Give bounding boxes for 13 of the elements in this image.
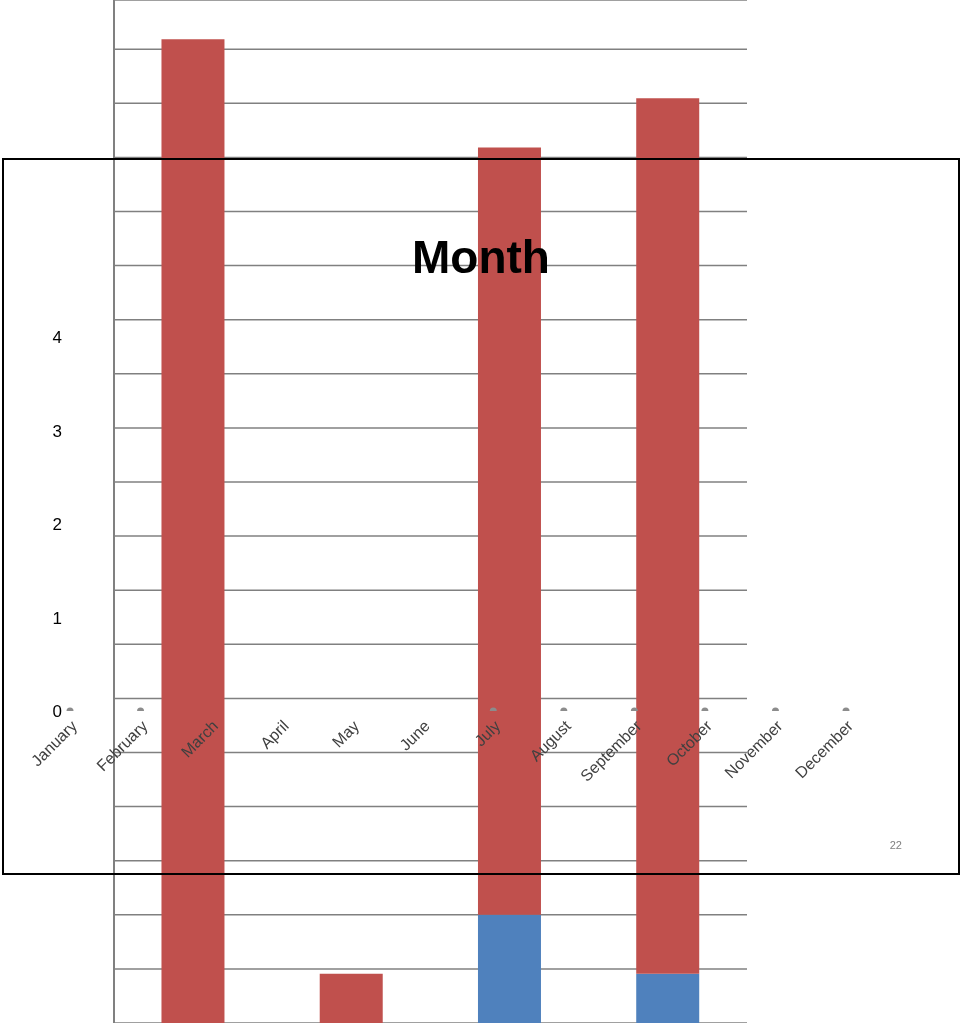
x-tick-label: July <box>471 717 504 750</box>
x-tick-label: May <box>328 717 363 751</box>
text: 22 <box>889 839 902 851</box>
y-tick-label: 1 <box>52 608 62 628</box>
y-tick-label: 2 <box>52 515 62 535</box>
y-tick-label: 0 <box>52 702 62 722</box>
bar <box>161 39 225 1023</box>
bar <box>477 914 541 1023</box>
y-tick-label: 3 <box>52 421 62 441</box>
chart-title: Month <box>411 230 551 284</box>
bar <box>319 973 383 1023</box>
y-tick-label: 4 <box>52 328 62 348</box>
bar <box>636 973 700 1023</box>
